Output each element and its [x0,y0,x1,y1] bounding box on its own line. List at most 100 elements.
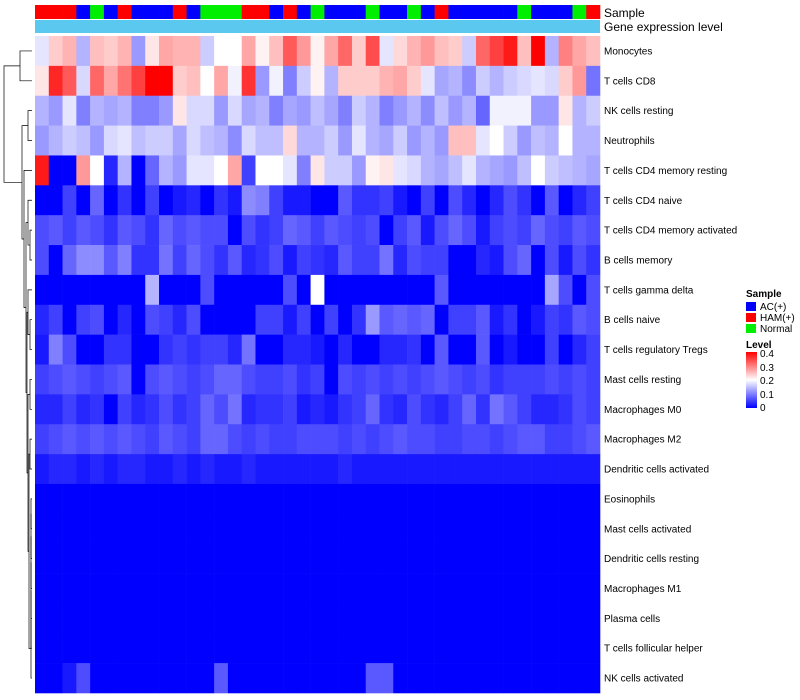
heatmap-cell [324,125,339,156]
heatmap-cell [448,513,463,544]
heatmap-cell [241,304,256,335]
heatmap-cell [420,245,435,276]
heatmap-cell [200,513,215,544]
heatmap-cell [489,65,504,97]
heatmap-cell [35,245,50,276]
heatmap-cell [517,334,532,365]
gene-expression-annotation-label: Gene expression level [604,20,723,34]
row-label: T cells follicular helper [604,644,703,655]
heatmap-cell [172,125,187,156]
heatmap-cell [448,274,463,306]
heatmap-cell [186,274,201,306]
heatmap-cell [572,663,587,694]
heatmap-cell [241,483,256,515]
heatmap-cell [145,334,160,365]
heatmap-cell [117,185,132,216]
heatmap-cell [462,573,477,604]
heatmap-cell [475,245,491,276]
heatmap-cell [76,334,91,365]
heatmap-cell [283,36,298,67]
heatmap-cell [517,155,532,186]
heatmap-cell [462,125,477,156]
dendrogram-branch [21,125,28,240]
heatmap-cell [324,364,339,395]
heatmap-cell [145,65,160,97]
heatmap-cell [475,394,491,425]
heatmap-cells [35,36,601,694]
heatmap-cell [214,125,229,156]
heatmap-cell [475,155,491,186]
heatmap-cell [131,633,146,664]
heatmap-cell [186,364,201,395]
heatmap-cell [186,663,201,694]
heatmap-cell [48,125,63,156]
sample-annotation-cell [558,5,573,19]
heatmap-cell [200,424,215,455]
heatmap-cell [338,274,353,306]
heatmap-cell [296,274,311,306]
heatmap-cell [448,663,463,694]
heatmap-cell [475,603,491,634]
heatmap-cell [296,155,311,186]
dendrogram-branch [29,438,32,470]
heatmap-cell [35,663,50,694]
heatmap-cell [531,125,546,156]
heatmap-cell [310,543,325,574]
heatmap-cell [489,304,504,335]
heatmap-cell [159,245,174,276]
heatmap-cell [227,513,243,544]
heatmap-cell [462,245,477,276]
heatmap-cell [227,215,243,246]
heatmap-cell [131,543,146,574]
heatmap-cell [572,185,587,216]
heatmap-cell [572,483,587,515]
heatmap-cell [489,274,504,306]
heatmap-cell [434,663,449,694]
heatmap-cell [517,304,532,335]
heatmap-cell [503,424,518,455]
heatmap-cell [310,245,325,276]
heatmap-cell [338,125,353,156]
heatmap-cell [103,394,118,425]
heatmap-cell [214,364,229,395]
heatmap-cell [572,215,587,246]
heatmap-cell [159,95,174,126]
sample-annotation-cell [227,5,243,19]
heatmap-cell [558,454,573,485]
heatmap-cell [90,36,105,67]
heatmap-cell [76,125,91,156]
heatmap-cell [241,245,256,276]
heatmap-cell [393,185,408,216]
heatmap-cell [255,304,270,335]
heatmap-cell [351,95,367,126]
heatmap-cell [503,394,518,425]
heatmap-cell [131,663,146,694]
heatmap-cell [407,245,422,276]
heatmap-cell [531,95,546,126]
heatmap-cell [407,215,422,246]
heatmap-cell [448,155,463,186]
heatmap-cell [338,364,353,395]
heatmap-cell [269,304,284,335]
heatmap-cell [145,215,160,246]
heatmap-cell [351,274,367,306]
heatmap-cell [586,36,601,67]
heatmap-cell [338,543,353,574]
heatmap-cell [462,95,477,126]
heatmap-cell [90,155,105,186]
heatmap-cell [475,95,491,126]
heatmap-cell [159,125,174,156]
heatmap-cell [103,65,118,97]
heatmap-cell [214,424,229,455]
heatmap-cell [103,95,118,126]
heatmap-cell [90,603,105,634]
heatmap-cell [172,304,187,335]
heatmap-cell [338,185,353,216]
heatmap-cell [558,424,573,455]
heatmap-cell [351,543,367,574]
sample-annotation-label: Sample [604,6,645,20]
heatmap-cell [214,245,229,276]
heatmap-cell [186,245,201,276]
heatmap-cell [172,245,187,276]
heatmap-cell [475,364,491,395]
